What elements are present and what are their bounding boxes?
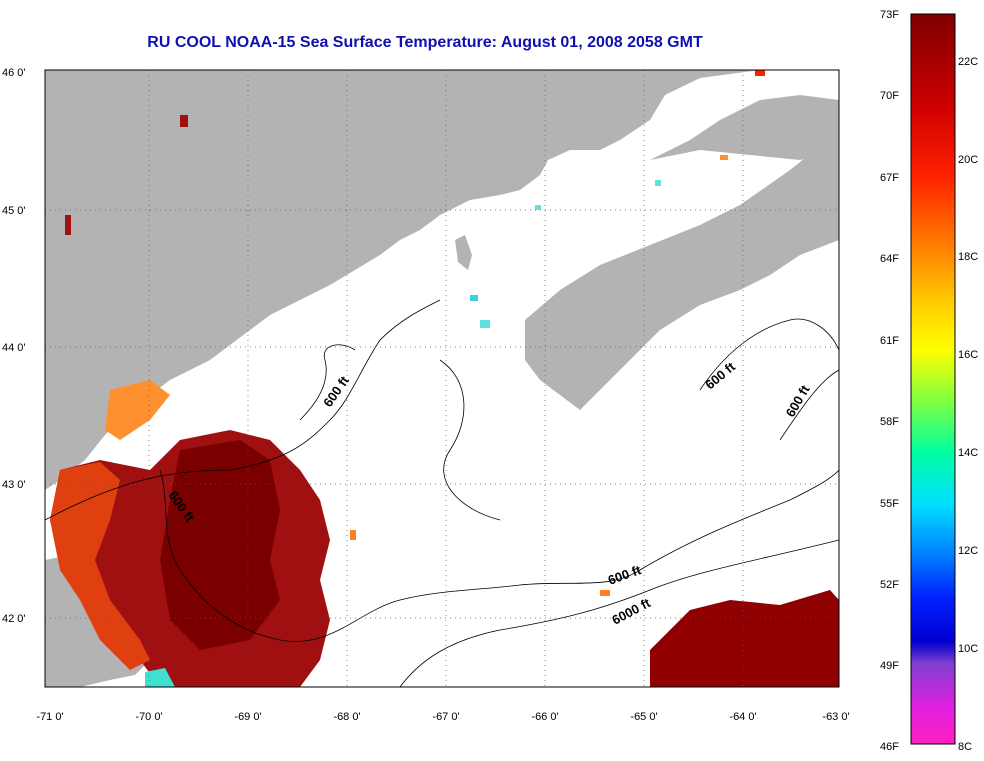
colorbar-c-label: 20C <box>958 154 978 166</box>
lon-tick-label: -67 0' <box>432 711 459 723</box>
lon-tick-label: -68 0' <box>333 711 360 723</box>
longitude-axis: -71 0' -70 0' -69 0' -68 0' -67 0' -66 0… <box>36 711 849 723</box>
lon-tick-label: -71 0' <box>36 711 63 723</box>
lon-tick-label: -63 0' <box>822 711 849 723</box>
colorbar-celsius-labels: 22C 20C 18C 16C 14C 12C 10C 8C <box>958 56 978 753</box>
colorbar-c-label: 22C <box>958 56 978 68</box>
colorbar-f-label: 49F <box>880 660 899 672</box>
latitude-axis: 46 0' 45 0' 44 0' 43 0' 42 0' <box>2 67 26 625</box>
sst-georges-bank-east <box>650 590 839 687</box>
map-frame <box>44 69 840 688</box>
colorbar-f-label: 67F <box>880 172 899 184</box>
colorbar-c-label: 16C <box>958 349 978 361</box>
colorbar-c-label: 12C <box>958 545 978 557</box>
lon-tick-label: -66 0' <box>531 711 558 723</box>
colorbar-f-label: 55F <box>880 498 899 510</box>
colorbar-f-label: 58F <box>880 416 899 428</box>
colorbar-f-label: 64F <box>880 253 899 265</box>
sst-cold-corner <box>145 668 175 687</box>
lat-tick-label: 45 0' <box>2 205 26 217</box>
colorbar-c-label: 18C <box>958 251 978 263</box>
colorbar-f-label: 61F <box>880 335 899 347</box>
lon-tick-label: -69 0' <box>234 711 261 723</box>
sst-warm-core <box>160 440 280 650</box>
map-area <box>45 70 839 687</box>
colorbar-f-label: 52F <box>880 579 899 591</box>
temperature-colorbar: 73F 70F 67F 64F 61F 58F 55F 52F 49F 46F … <box>880 9 978 753</box>
lon-tick-label: -64 0' <box>729 711 756 723</box>
lon-tick-label: -70 0' <box>135 711 162 723</box>
sst-scattered-pixels <box>65 70 765 596</box>
colorbar-f-label: 73F <box>880 9 899 21</box>
lon-tick-label: -65 0' <box>630 711 657 723</box>
bathymetry-contours <box>45 299 839 687</box>
land-maine-new-brunswick <box>45 70 760 490</box>
land-nova-scotia <box>525 150 839 410</box>
land-grand-manan <box>455 235 472 270</box>
colorbar-c-label: 14C <box>958 447 978 459</box>
colorbar-f-label: 70F <box>880 90 899 102</box>
colorbar-fahrenheit-labels: 73F 70F 67F 64F 61F 58F 55F 52F 49F 46F <box>880 9 899 753</box>
lat-tick-label: 46 0' <box>2 67 26 79</box>
lat-tick-label: 42 0' <box>2 613 26 625</box>
sst-cool-nearshore <box>105 380 170 440</box>
colorbar-c-label: 10C <box>958 643 978 655</box>
colorbar-f-label: 46F <box>880 741 899 753</box>
sst-coastal-orange <box>50 462 150 670</box>
map-title: RU COOL NOAA-15 Sea Surface Temperature:… <box>147 34 703 51</box>
lat-tick-label: 43 0' <box>2 479 26 491</box>
land-northeast <box>650 95 839 160</box>
colorbar-c-label: 8C <box>958 741 972 753</box>
colorbar-gradient <box>910 13 956 745</box>
lat-tick-label: 44 0' <box>2 342 26 354</box>
